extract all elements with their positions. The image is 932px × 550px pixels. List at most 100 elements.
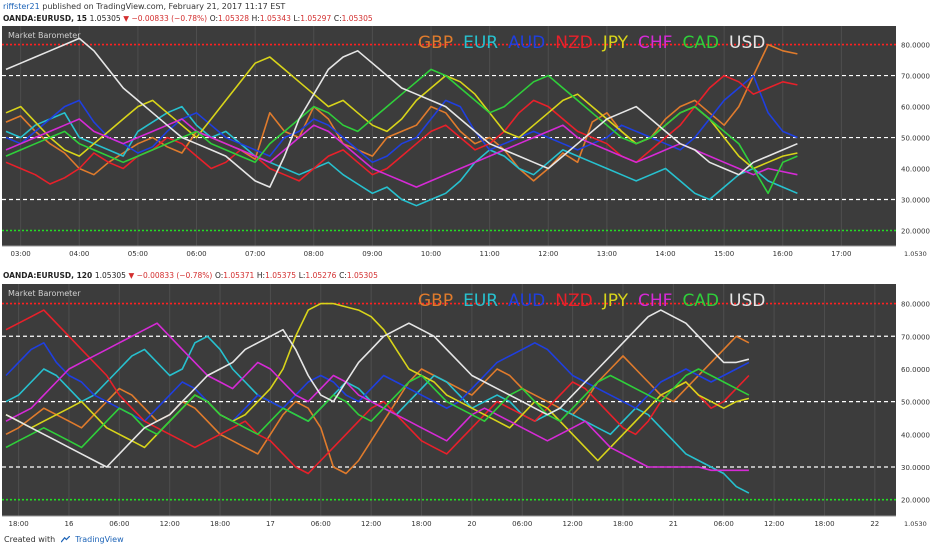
y-tick-label: 40.0000: [901, 431, 930, 439]
legend-entry-aud: AUD: [508, 33, 545, 53]
x-tick-label: 17:00: [831, 250, 851, 258]
market-barometer-chart-15m[interactable]: Market Barometer GBP EUR AUD NZD JPY CHF CAD USD…: [0, 24, 932, 260]
series-line-usd: [5, 37, 798, 188]
y-tick-label: 30.0000: [901, 197, 930, 205]
x-tick-label: 13:00: [597, 250, 617, 258]
x-tick-label: 06:00: [512, 520, 532, 528]
x-tick-label: 06:00: [714, 520, 734, 528]
tradingview-logo-icon: [60, 536, 70, 543]
symbol-change: ▼ −0.00833 (−0.78%): [128, 271, 213, 280]
series-line-cad: [5, 368, 750, 449]
x-tick-label: 18:00: [411, 520, 431, 528]
price-stub-label: 1.0530: [904, 250, 927, 258]
y-tick-label: 80.0000: [901, 42, 930, 50]
tradingview-link[interactable]: TradingView: [75, 535, 124, 544]
y-tick-label: 40.0000: [901, 166, 930, 174]
x-tick-label: 12:00: [563, 520, 583, 528]
x-tick-label: 12:00: [764, 520, 784, 528]
x-tick-label: 05:00: [128, 250, 148, 258]
x-tick-label: 17: [266, 520, 275, 528]
legend-entry-aud: AUD: [508, 291, 545, 311]
chart-panel-120m[interactable]: Market Barometer GBP EUR AUD NZD JPY CHF CAD USD…: [0, 282, 932, 530]
series-line-jpy: [5, 302, 750, 462]
symbol-name: OANDA:EURUSD, 15: [3, 14, 88, 23]
low-label: L:: [298, 271, 306, 280]
series-line-eur: [5, 105, 798, 207]
legend-entry-eur: EUR: [463, 291, 498, 311]
legend-entry-nzd: NZD: [555, 33, 592, 53]
x-tick-label: 08:00: [304, 250, 324, 258]
x-tick-label: 03:00: [11, 250, 31, 258]
high-value: 1.05343: [259, 14, 291, 23]
symbol-line-1: OANDA:EURUSD, 15 1.05305 ▼ −0.00833 (−0.…: [3, 14, 373, 23]
legend-entry-usd: USD: [729, 291, 765, 311]
legend-entry-gbp: GBP: [418, 291, 453, 311]
x-tick-label: 06:00: [109, 520, 129, 528]
x-tick-label: 18:00: [8, 520, 28, 528]
footer: Created with TradingView: [4, 535, 124, 544]
symbol-price: 1.05305: [94, 271, 126, 280]
x-tick-label: 12:00: [538, 250, 558, 258]
y-tick-label: 70.0000: [901, 333, 930, 341]
plot-area: [2, 26, 896, 246]
series-line-gbp: [5, 335, 750, 475]
x-tick-label: 20: [467, 520, 476, 528]
close-label: C:: [339, 271, 347, 280]
series-line-usd: [5, 309, 750, 468]
low-value: 1.05276: [305, 271, 337, 280]
chart-panel-15m[interactable]: Market Barometer GBP EUR AUD NZD JPY CHF CAD USD…: [0, 24, 932, 260]
created-with-label: Created with: [4, 535, 56, 544]
high-value: 1.05375: [265, 271, 297, 280]
legend-entry-cad: CAD: [682, 33, 719, 53]
y-tick-label: 20.0000: [901, 228, 930, 236]
series-line-cad: [5, 68, 798, 195]
legend-entry-chf: CHF: [638, 291, 672, 311]
open-label: O:: [214, 271, 224, 280]
author-link[interactable]: riffster21: [3, 2, 40, 11]
series-line-gbp: [5, 43, 798, 182]
x-tick-label: 12:00: [160, 520, 180, 528]
high-label: H:: [251, 14, 260, 23]
y-tick-label: 50.0000: [901, 135, 930, 143]
x-tick-label: 16:00: [773, 250, 793, 258]
y-tick-label: 60.0000: [901, 366, 930, 374]
plot-area: [2, 284, 896, 516]
y-tick-label: 50.0000: [901, 399, 930, 407]
legend-entry-jpy: JPY: [602, 33, 629, 53]
symbol-name: OANDA:EURUSD, 120: [3, 271, 93, 280]
price-stub-label: 1.0530: [904, 520, 927, 528]
legend-entry-jpy: JPY: [602, 291, 629, 311]
x-tick-label: 14:00: [655, 250, 675, 258]
y-tick-label: 60.0000: [901, 104, 930, 112]
x-tick-label: 21: [669, 520, 678, 528]
x-tick-label: 16: [64, 520, 73, 528]
x-tick-label: 07:00: [245, 250, 265, 258]
open-label: O:: [209, 14, 219, 23]
high-label: H:: [256, 271, 266, 280]
y-tick-label: 80.0000: [901, 301, 930, 309]
x-tick-label: 18:00: [814, 520, 834, 528]
x-tick-label: 09:00: [362, 250, 382, 258]
symbol-change: ▼ −0.00833 (−0.78%): [123, 14, 208, 23]
legend-entry-cad: CAD: [682, 291, 719, 311]
symbol-price: 1.05305: [89, 14, 121, 23]
y-tick-label: 20.0000: [901, 497, 930, 505]
x-tick-label: 04:00: [69, 250, 89, 258]
low-label: L:: [293, 14, 301, 23]
close-value: 1.05305: [346, 271, 378, 280]
x-tick-label: 18:00: [613, 520, 633, 528]
legend-entry-eur: EUR: [463, 33, 498, 53]
series-line-chf: [5, 322, 749, 472]
legend-entry-gbp: GBP: [418, 33, 453, 53]
close-label: C:: [333, 14, 342, 23]
y-tick-label: 30.0000: [901, 464, 930, 472]
x-tick-label: 11:00: [480, 250, 500, 258]
open-value: 1.05328: [218, 14, 250, 23]
legend-entry-chf: CHF: [638, 33, 672, 53]
series-line-aud: [5, 74, 798, 164]
published-text: published on TradingView.com, February 2…: [42, 2, 286, 11]
market-barometer-chart-120m[interactable]: Market Barometer GBP EUR AUD NZD JPY CHF CAD USD…: [0, 282, 932, 530]
legend-entry-usd: USD: [729, 33, 765, 53]
x-tick-label: 18:00: [210, 520, 230, 528]
symbol-line-2: OANDA:EURUSD, 120 1.05305 ▼ −0.00833 (−0…: [3, 271, 378, 280]
